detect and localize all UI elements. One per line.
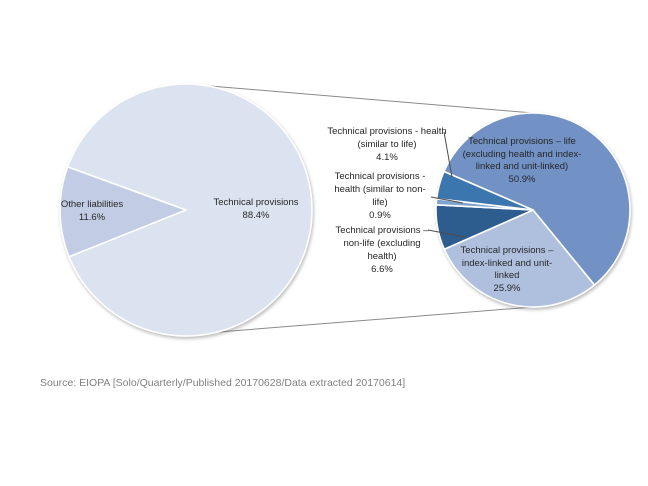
series-line-bottom <box>192 306 534 335</box>
pie-slice-1 <box>443 209 596 308</box>
label-line: linked and unit-linked) <box>475 161 569 172</box>
pie-slice-0 <box>66 83 313 337</box>
pie-slice-4 <box>435 170 534 211</box>
source-note: Source: EIOPA [Solo/Quarterly/Published … <box>40 377 406 389</box>
leader-line-health-similar-non-life <box>430 196 464 204</box>
series-line-top <box>185 83 534 114</box>
label-line: Technical provisions – <box>335 225 429 236</box>
label-line: Technical provisions – <box>460 245 554 256</box>
callout-health-similar-non-life: Technical provisions - health (similar t… <box>324 170 436 222</box>
label-value: 4.1% <box>376 152 398 163</box>
label-line: non-life (excluding <box>343 238 421 249</box>
label-value: 6.6% <box>371 264 393 275</box>
label-value: 11.6% <box>78 212 106 223</box>
pie-slice-0 <box>443 112 631 286</box>
leader-lines <box>427 131 466 238</box>
secondary-pie <box>435 112 631 308</box>
leader-line-health-similar-life <box>443 131 453 178</box>
label-value: 25.9% <box>493 282 521 294</box>
label-line: Technical provisions - <box>334 171 426 182</box>
label-technical-provisions: Technical provisions 88.4% <box>186 196 326 222</box>
main-pie <box>59 83 313 337</box>
label-line: index-linked and unit- <box>461 257 553 269</box>
pie-slice-1 <box>59 166 187 258</box>
label-line: Technical provisions - health <box>327 126 447 137</box>
label-line: (excluding health and index- <box>462 148 582 160</box>
label-life-slice: Technical provisions – life (excluding h… <box>452 136 592 186</box>
label-index-linked-slice: Technical provisions – index-linked and … <box>447 245 567 295</box>
label-line: Other liabilities <box>60 199 124 210</box>
label-line: health (similar to non- <box>334 184 426 195</box>
leader-line-non-life <box>427 229 466 238</box>
label-line: Technical provisions <box>213 197 299 208</box>
label-line: life) <box>372 197 388 208</box>
series-lines <box>185 83 534 335</box>
callout-non-life: Technical provisions – non-life (excludi… <box>326 224 438 276</box>
label-line: (similar to life) <box>357 139 417 150</box>
label-line: linked <box>494 270 520 281</box>
callout-health-similar-life: Technical provisions - health (similar t… <box>322 125 452 164</box>
label-value: 0.9% <box>369 210 391 221</box>
label-other-liabilities: Other liabilities 11.6% <box>32 198 152 224</box>
label-value: 88.4% <box>242 210 270 221</box>
label-value: 50.9% <box>508 173 536 185</box>
label-line: health) <box>367 251 397 262</box>
label-line: Technical provisions – life <box>468 136 576 147</box>
